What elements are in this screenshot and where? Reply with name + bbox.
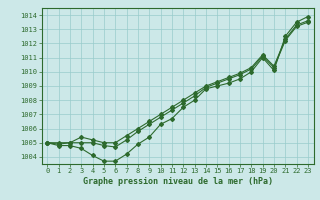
X-axis label: Graphe pression niveau de la mer (hPa): Graphe pression niveau de la mer (hPa): [83, 177, 273, 186]
